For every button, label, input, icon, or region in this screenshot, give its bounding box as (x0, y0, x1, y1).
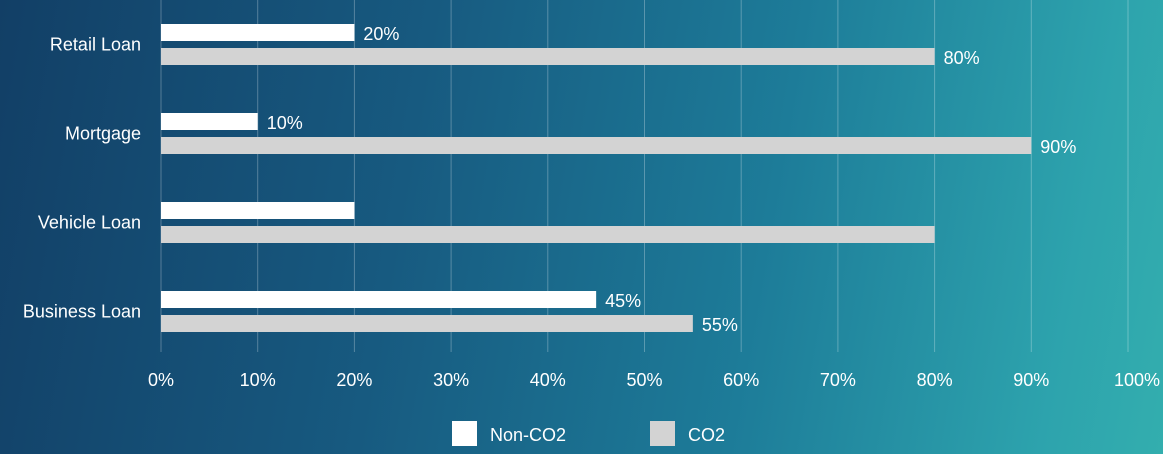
data-label: 20% (363, 24, 399, 44)
bar-non-co2 (161, 291, 597, 308)
data-label: 45% (605, 291, 641, 311)
x-tick-label: 0% (148, 370, 174, 390)
legend-swatch (650, 421, 675, 446)
bars (161, 24, 1032, 332)
bar-co2 (161, 137, 1032, 154)
data-label: 90% (1040, 137, 1076, 157)
legend-label: CO2 (688, 425, 725, 445)
x-tick-label: 20% (336, 370, 372, 390)
category-label: Business Loan (23, 302, 141, 322)
x-tick-label: 70% (820, 370, 856, 390)
bar-non-co2 (161, 113, 258, 130)
data-labels: 20% 80% 10% 90% 45% 55% (267, 24, 1077, 335)
data-label: 80% (944, 48, 980, 68)
bar-co2 (161, 226, 935, 243)
category-label: Mortgage (65, 124, 141, 144)
bar-co2 (161, 48, 935, 65)
x-tick-label: 50% (626, 370, 662, 390)
data-label: 10% (267, 113, 303, 133)
x-tick-label: 10% (240, 370, 276, 390)
legend-swatch (452, 421, 477, 446)
legend: Non-CO2 CO2 (452, 421, 725, 446)
x-tick-label: 40% (530, 370, 566, 390)
bar-co2 (161, 315, 693, 332)
legend-label: Non-CO2 (490, 425, 566, 445)
x-axis-ticks: 0% 10% 20% 30% 40% 50% 60% 70% 80% 90% 100% (148, 370, 1160, 390)
x-tick-label: 30% (433, 370, 469, 390)
x-tick-label: 100% (1114, 370, 1160, 390)
x-tick-label: 80% (917, 370, 953, 390)
data-label: 55% (702, 315, 738, 335)
category-labels: Retail Loan Mortgage Vehicle Loan Business … (23, 35, 141, 322)
x-tick-label: 60% (723, 370, 759, 390)
category-label: Vehicle Loan (38, 213, 141, 233)
bar-non-co2 (161, 202, 355, 219)
category-label: Retail Loan (50, 35, 141, 55)
bar-non-co2 (161, 24, 355, 41)
x-tick-label: 90% (1013, 370, 1049, 390)
